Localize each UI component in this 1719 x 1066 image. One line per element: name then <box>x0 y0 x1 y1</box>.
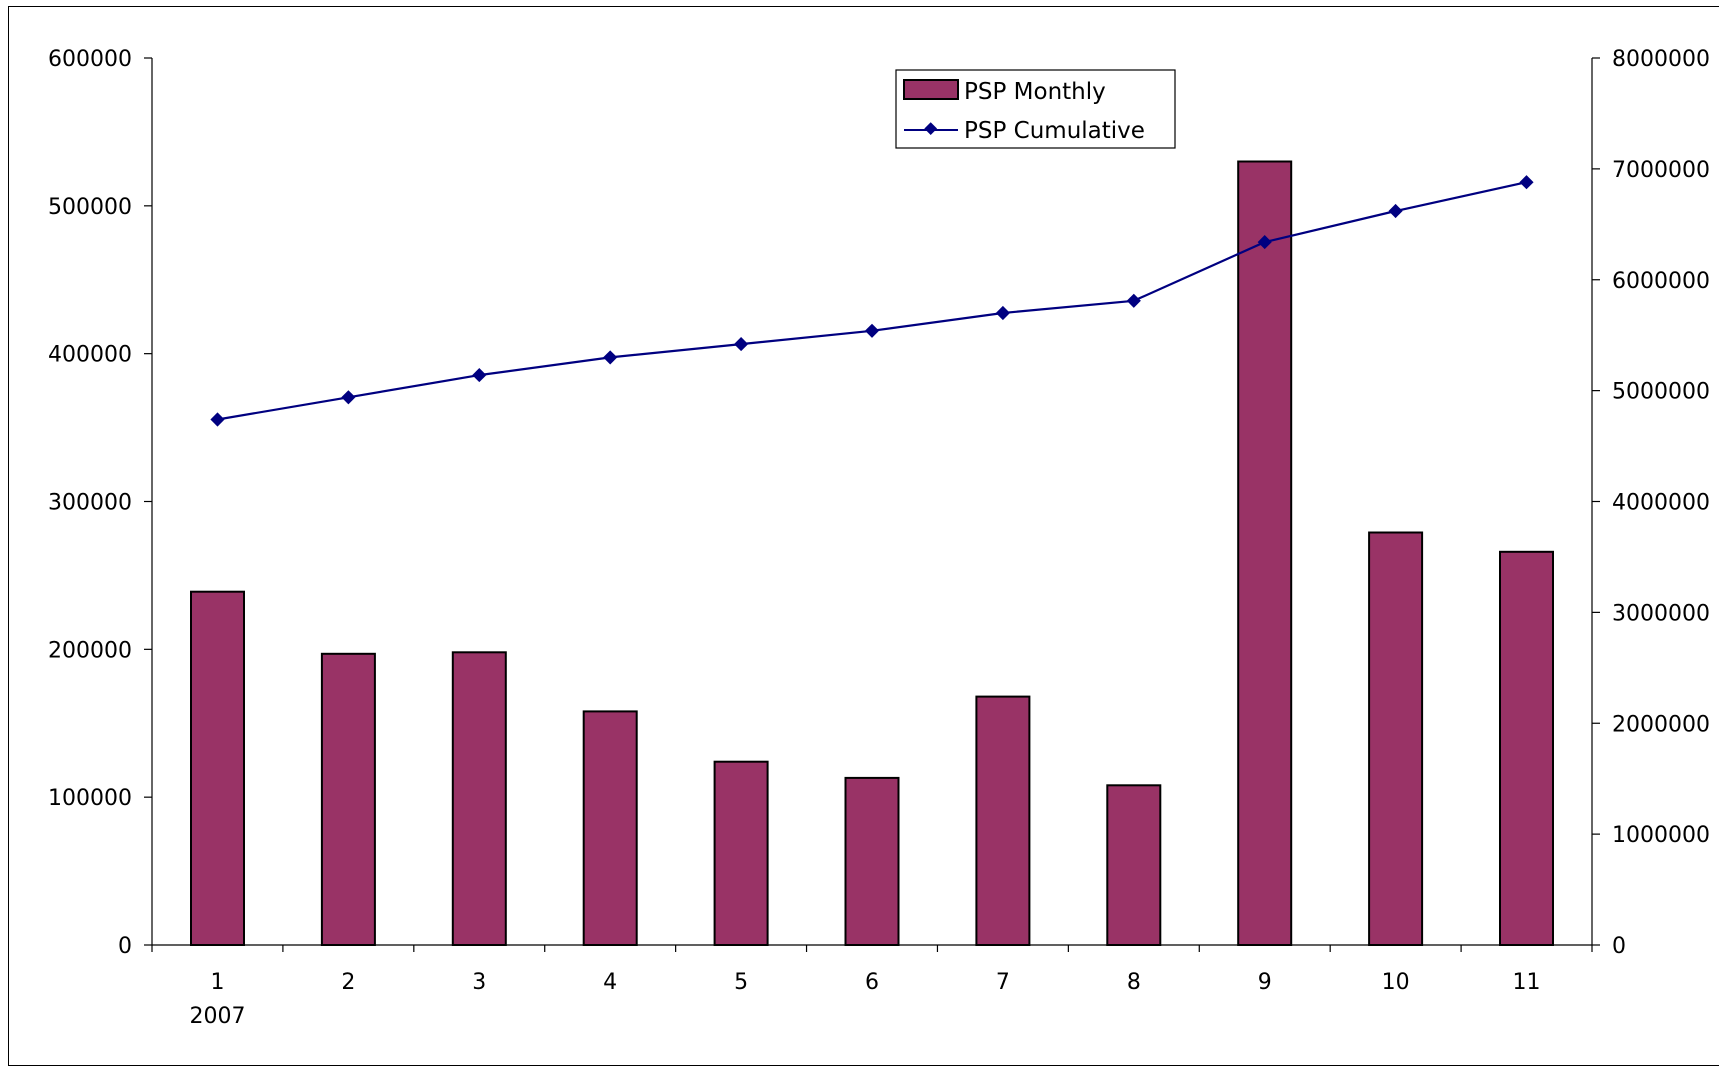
y-left-tick-label: 100000 <box>48 786 132 811</box>
x-tick-label-6: 6 <box>865 970 879 995</box>
cumulative-point-5 <box>734 337 749 352</box>
cumulative-point-6 <box>864 323 880 338</box>
y-right-tick-label: 3000000 <box>1612 601 1710 626</box>
x-tick-label-1: 1 <box>210 970 224 995</box>
bar-9 <box>1237 160 1293 946</box>
bar-7 <box>975 695 1031 946</box>
cumulative-point-3 <box>472 368 487 383</box>
cumulative-point-2 <box>341 390 356 405</box>
axes: 0100000200000300000400000500000600000010… <box>48 47 1710 1029</box>
bar-8 <box>1106 784 1162 946</box>
legend: PSP Monthly PSP Cumulative <box>895 69 1176 149</box>
cumulative-point-11 <box>1519 175 1534 190</box>
bar-2 <box>320 652 376 946</box>
bar-5 <box>713 760 769 947</box>
bar-10 <box>1368 531 1424 946</box>
bar-6 <box>844 776 900 947</box>
x-tick-label-4: 4 <box>603 970 617 995</box>
x-tick-label-2: 2 <box>341 970 355 995</box>
x-tick-label-11: 11 <box>1513 970 1541 995</box>
cumulative-point-1 <box>210 412 225 427</box>
legend-swatch-monthly <box>903 79 959 100</box>
cumulative-line <box>217 181 1527 421</box>
y-left-tick-label: 300000 <box>48 491 132 516</box>
line-series-psp-cumulative <box>210 175 1534 427</box>
y-right-tick-label: 5000000 <box>1612 380 1710 405</box>
legend-label-cumulative: PSP Cumulative <box>964 118 1145 144</box>
x-tick-label-9: 9 <box>1258 970 1272 995</box>
cumulative-point-7 <box>995 305 1010 321</box>
bar-11 <box>1499 550 1554 946</box>
y-right-tick-label: 0 <box>1612 934 1626 959</box>
x-tick-label-5: 5 <box>734 970 748 995</box>
cumulative-point-8 <box>1126 293 1141 308</box>
y-right-tick-label: 7000000 <box>1612 158 1710 183</box>
y-right-tick-label: 2000000 <box>1612 712 1710 737</box>
legend-label-monthly: PSP Monthly <box>964 79 1106 105</box>
bar-4 <box>582 710 638 947</box>
y-right-tick-label: 1000000 <box>1612 823 1710 848</box>
y-left-tick-label: 0 <box>118 934 132 959</box>
y-left-tick-label: 600000 <box>48 47 132 72</box>
y-left-tick-label: 400000 <box>48 343 132 368</box>
cumulative-point-10 <box>1388 203 1403 219</box>
x-year-label: 2007 <box>189 1004 245 1029</box>
bar-series-psp-monthly <box>190 160 1554 947</box>
bar-3 <box>451 651 507 946</box>
cumulative-point-9 <box>1257 235 1272 250</box>
y-right-tick-label: 4000000 <box>1612 491 1710 516</box>
x-tick-label-3: 3 <box>472 970 486 995</box>
cumulative-point-4 <box>603 350 618 365</box>
x-tick-label-8: 8 <box>1127 970 1141 995</box>
x-tick-label-7: 7 <box>996 970 1010 995</box>
y-right-tick-label: 6000000 <box>1612 269 1710 294</box>
bar-1 <box>190 590 245 946</box>
x-tick-label-10: 10 <box>1382 970 1410 995</box>
y-right-tick-label: 8000000 <box>1612 47 1710 72</box>
y-left-tick-label: 200000 <box>48 638 132 663</box>
y-left-tick-label: 500000 <box>48 195 132 220</box>
